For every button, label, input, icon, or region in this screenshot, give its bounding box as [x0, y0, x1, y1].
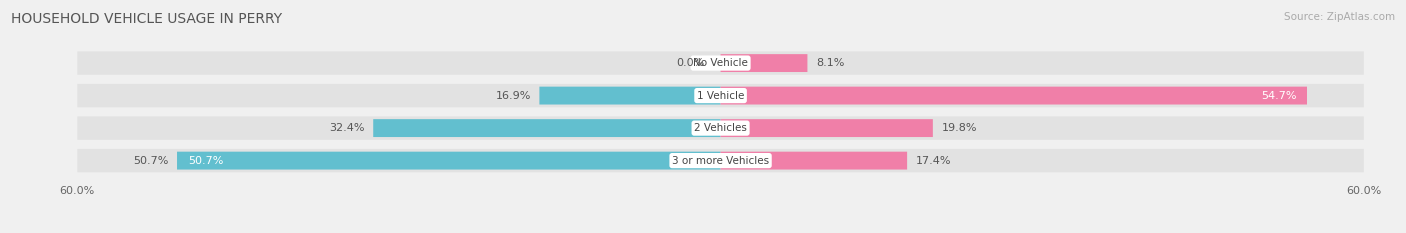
Text: 17.4%: 17.4%	[915, 156, 952, 166]
Text: 3 or more Vehicles: 3 or more Vehicles	[672, 156, 769, 166]
FancyBboxPatch shape	[77, 84, 1364, 107]
FancyBboxPatch shape	[373, 119, 721, 137]
FancyBboxPatch shape	[77, 149, 1364, 172]
FancyBboxPatch shape	[721, 54, 807, 72]
FancyBboxPatch shape	[540, 87, 721, 105]
Text: 54.7%: 54.7%	[1261, 91, 1296, 101]
Text: 0.0%: 0.0%	[676, 58, 704, 68]
Text: 8.1%: 8.1%	[815, 58, 845, 68]
Text: HOUSEHOLD VEHICLE USAGE IN PERRY: HOUSEHOLD VEHICLE USAGE IN PERRY	[11, 12, 283, 26]
Text: 16.9%: 16.9%	[495, 91, 531, 101]
FancyBboxPatch shape	[721, 119, 932, 137]
Text: No Vehicle: No Vehicle	[693, 58, 748, 68]
Text: 50.7%: 50.7%	[134, 156, 169, 166]
Text: 19.8%: 19.8%	[942, 123, 977, 133]
Text: Source: ZipAtlas.com: Source: ZipAtlas.com	[1284, 12, 1395, 22]
FancyBboxPatch shape	[177, 152, 721, 170]
Text: 50.7%: 50.7%	[188, 156, 224, 166]
Text: 2 Vehicles: 2 Vehicles	[695, 123, 747, 133]
FancyBboxPatch shape	[77, 116, 1364, 140]
Text: 32.4%: 32.4%	[329, 123, 364, 133]
FancyBboxPatch shape	[77, 51, 1364, 75]
FancyBboxPatch shape	[721, 152, 907, 170]
FancyBboxPatch shape	[721, 87, 1308, 105]
Text: 1 Vehicle: 1 Vehicle	[697, 91, 744, 101]
